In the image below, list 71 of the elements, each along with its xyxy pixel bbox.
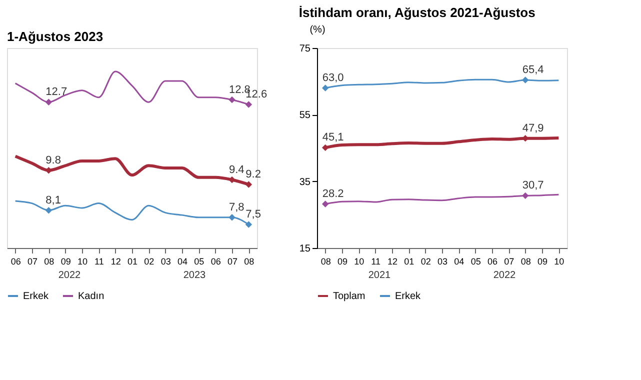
x-tick-label: 03 (437, 256, 448, 266)
x-tick-label: 10 (77, 256, 88, 266)
x-tick-label: 05 (470, 256, 481, 266)
point (522, 192, 529, 200)
point (245, 181, 252, 188)
data-label: 30,7 (522, 180, 544, 192)
y-tick-label: 75 (299, 44, 311, 54)
point (522, 76, 529, 84)
x-tick-label: 08 (520, 256, 531, 266)
data-label: 45,1 (322, 132, 344, 144)
legend-label: Erkek (395, 291, 422, 302)
x-tick-label: 02 (144, 256, 154, 266)
x-tick-label: 08 (320, 256, 331, 266)
data-label: 7,5 (246, 208, 261, 220)
x-tick-label: 07 (227, 256, 238, 266)
chart-title: İstihdam oranı, Ağustos 2021-Ağustos (298, 5, 536, 20)
x-tick-label: 09 (537, 256, 548, 266)
x-tick-label: 07 (27, 256, 38, 266)
x-tick-label: 12 (387, 256, 398, 266)
chart-title: 1-Ağustos 2023 (7, 29, 104, 44)
x-tick-label: 11 (371, 256, 381, 266)
data-label: 63,0 (322, 72, 344, 84)
text: 2023 (183, 270, 206, 281)
x-tick-label: 05 (194, 256, 204, 266)
data-label: 47,9 (522, 122, 544, 134)
point (45, 98, 52, 106)
x-tick-label: 06 (10, 256, 21, 266)
point (322, 144, 329, 152)
y-tick-label: 55 (299, 110, 311, 122)
x-tick-label: 08 (244, 256, 254, 266)
y-axis-title: (%) (310, 24, 326, 36)
y-tick-label: 35 (299, 176, 311, 188)
point (245, 221, 252, 228)
x-tick-label: 04 (454, 256, 464, 266)
text: 2022 (493, 270, 516, 281)
x-tick-label: 10 (554, 256, 564, 266)
point (245, 101, 252, 108)
x-tick-label: 02 (420, 256, 431, 266)
text: 2022 (58, 270, 82, 281)
x-tick-label: 09 (60, 256, 71, 266)
point (228, 96, 236, 104)
x-tick-label: 10 (354, 256, 364, 266)
y-tick-label: 15 (299, 244, 311, 254)
point (45, 207, 52, 214)
text: 2021 (368, 270, 392, 281)
data-label: 8,1 (46, 194, 61, 206)
x-tick-label: 01 (127, 256, 138, 266)
x-tick-label: 08 (44, 256, 54, 266)
x-tick-label: 04 (177, 256, 188, 266)
legend-label: Kadın (78, 291, 104, 302)
point (228, 214, 236, 221)
data-label: 7,8 (229, 201, 244, 214)
x-tick-label: 09 (337, 256, 348, 266)
data-label: 9.4 (229, 164, 244, 176)
legend-label: Toplam (333, 291, 366, 302)
point (228, 176, 236, 184)
data-label: 28.2 (322, 188, 344, 200)
point (322, 200, 329, 208)
x-tick-label: 06 (487, 256, 498, 266)
data-label: 12.7 (46, 86, 68, 98)
x-tick-label: 06 (210, 256, 221, 266)
x-tick-label: 03 (160, 256, 171, 266)
data-label: 9.2 (246, 168, 261, 180)
data-label: 9.8 (46, 154, 61, 166)
legend-label: Erkek (23, 291, 50, 302)
data-label: 65,4 (522, 64, 544, 76)
point (322, 84, 329, 92)
x-tick-label: 01 (404, 256, 414, 266)
x-tick-label: 07 (504, 256, 514, 266)
x-tick-label: 12 (110, 256, 121, 266)
x-tick-label: 11 (94, 256, 104, 266)
